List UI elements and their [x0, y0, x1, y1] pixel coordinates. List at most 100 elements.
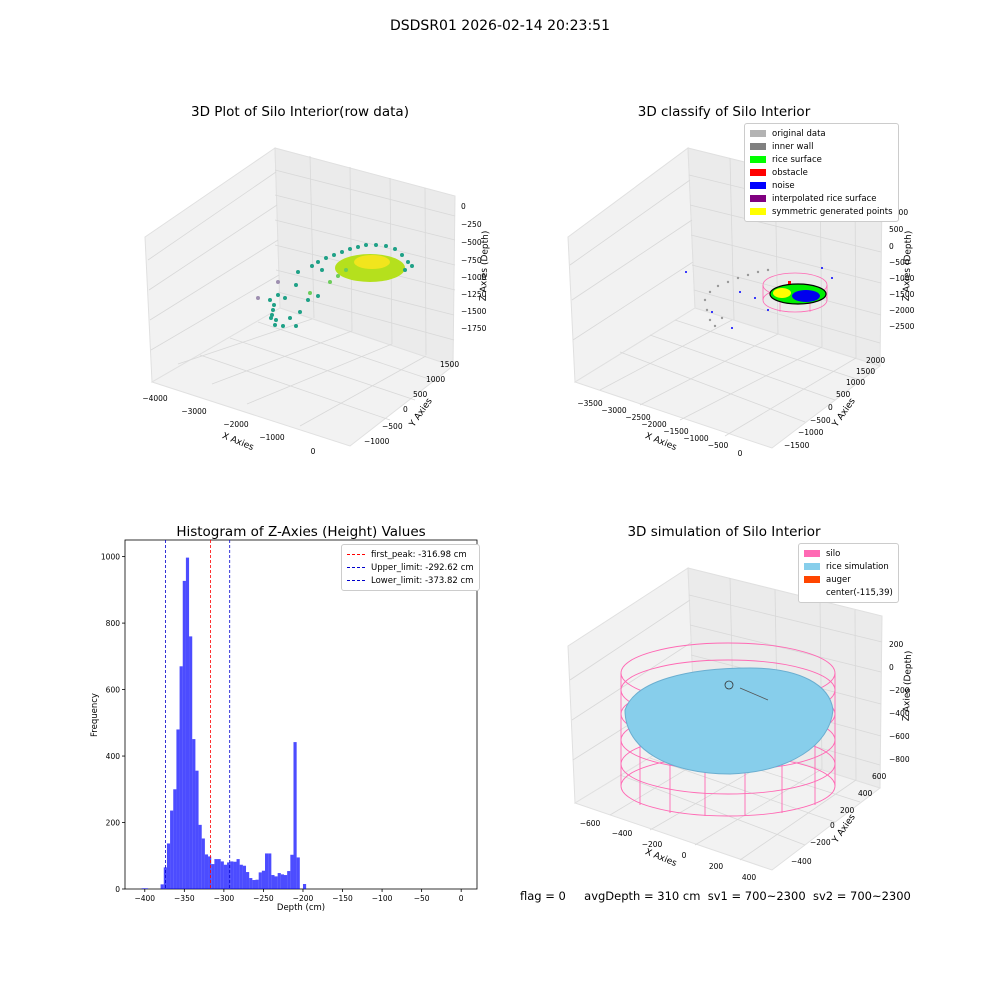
legend-label: rice simulation	[826, 561, 889, 572]
classify-ztick: 1000	[889, 208, 908, 217]
classify-ztick: 0	[889, 242, 894, 251]
simulation-legend-item: auger	[804, 573, 893, 586]
classify-ztick: −500	[889, 258, 910, 267]
simulation-zlabel: Z Axies (Depth)	[902, 651, 914, 722]
simulation-xtick: −600	[580, 819, 601, 828]
histogram-bar	[217, 859, 221, 889]
histogram-bar	[211, 864, 215, 889]
avg-depth-text: avgDepth = 310 cm	[584, 889, 701, 903]
histogram-bar	[220, 861, 224, 889]
histogram-xlabel: Depth (cm)	[277, 903, 325, 913]
histogram-xtick-label: −100	[372, 894, 393, 903]
legend-label: noise	[772, 180, 795, 191]
classify-3d-ticks: −3500 −3000 −2500 −2000 −1500 −1000 −500…	[577, 208, 914, 458]
histogram-bar	[189, 636, 193, 889]
simulation-ztick: 200	[889, 640, 904, 649]
classify-xtick: −2000	[641, 420, 667, 429]
histogram-bar	[201, 838, 205, 889]
legend-line	[347, 567, 365, 568]
raw-zlabel: Z Axies (Depth)	[479, 231, 491, 302]
simulation-ytick: 400	[858, 789, 873, 798]
legend-label: Lower_limit: -373.82 cm	[371, 575, 474, 586]
legend-swatch	[804, 589, 820, 596]
classify-ytick: −500	[810, 416, 831, 425]
histogram-legend-item: first_peak: -316.98 cm	[347, 548, 474, 561]
classify-legend-item: rice surface	[750, 153, 893, 166]
raw-xlabel: X Axies	[220, 431, 255, 453]
simulation-ytick: −200	[810, 838, 831, 847]
histogram-bar	[246, 872, 250, 889]
raw-ytick: 1000	[426, 375, 445, 384]
legend-line	[347, 580, 365, 581]
histogram-bar	[293, 742, 297, 889]
classify-ytick: 1000	[846, 378, 865, 387]
raw-ytick: 0	[403, 405, 408, 414]
histogram-bar	[192, 739, 196, 889]
simulation-ytick: 200	[840, 806, 855, 815]
histogram-bar	[141, 888, 148, 889]
classify-legend: original data inner wall rice surface ob…	[744, 123, 899, 222]
legend-label: center(-115,39)	[826, 587, 893, 598]
raw-3d-plot: −4000 −3000 −2000 −1000 0 −1000 −500 0 5…	[142, 147, 491, 456]
histogram-bar	[208, 856, 212, 889]
histogram-bar	[258, 872, 262, 889]
classify-xtick: −1500	[663, 427, 689, 436]
legend-swatch	[750, 130, 766, 137]
histogram-ytick-label: 1000	[101, 553, 120, 562]
classify-noise-points	[685, 267, 833, 329]
raw-ztick: −250	[461, 220, 482, 229]
simulation-ztick: −400	[889, 709, 910, 718]
histogram-bar	[280, 874, 284, 889]
simulation-rice-surface	[624, 667, 834, 775]
raw-ztick: 0	[461, 202, 466, 211]
raw-surface-peak	[354, 255, 390, 269]
histogram-bar	[214, 859, 218, 889]
histogram-ytick-label: 800	[106, 619, 121, 628]
simulation-3d-plot: −600 −400 −200 0 200 400 −400 −200 0 200…	[567, 567, 914, 882]
raw-ztick: −750	[461, 256, 482, 265]
histogram-bar	[249, 878, 253, 889]
classify-original-points	[703, 268, 770, 328]
raw-ytick: −500	[382, 422, 403, 431]
histogram-xticks: −400 −350 −300 −250 −200 −150 −100 −50 0	[134, 889, 464, 903]
classify-noise-cluster	[792, 290, 820, 302]
classify-xtick: −3500	[577, 399, 603, 408]
legend-swatch	[750, 195, 766, 202]
legend-label: obstacle	[772, 167, 808, 178]
legend-label: inner wall	[772, 141, 814, 152]
legend-label: auger	[826, 574, 851, 585]
histogram-bar	[271, 875, 275, 889]
classify-obstacle	[788, 281, 791, 284]
raw-ztick: −1000	[461, 273, 487, 282]
simulation-auger-marker	[724, 680, 734, 690]
simulation-ytick: 0	[830, 821, 835, 830]
classify-zlabel: Z Axies (Depth)	[902, 231, 914, 302]
histogram-bars	[141, 557, 307, 889]
histogram-bar	[239, 864, 243, 889]
histogram-bar	[230, 861, 234, 889]
classify-xtick: −1000	[683, 434, 709, 443]
classify-legend-item: symmetric generated points	[750, 205, 893, 218]
histogram-bar	[274, 876, 278, 889]
raw-xtick: 0	[311, 447, 316, 456]
raw-3d-panes	[144, 147, 456, 447]
simulation-ytick: −400	[791, 857, 812, 866]
classify-legend-item: original data	[750, 127, 893, 140]
histogram-ylabel: Frequency	[90, 693, 100, 737]
classify-ztick: −2000	[889, 306, 915, 315]
histogram-bar	[166, 843, 171, 889]
histogram-xtick-label: −200	[293, 894, 314, 903]
histogram-bar	[296, 857, 300, 889]
raw-ztick: −1750	[461, 324, 487, 333]
histogram-bar	[227, 862, 231, 889]
sv2-text: sv2 = 700~2300	[812, 889, 911, 903]
classify-ytick: −1000	[798, 428, 824, 437]
legend-swatch	[750, 208, 766, 215]
histogram-bar	[302, 884, 307, 889]
raw-ylabel: Y Axies	[407, 396, 435, 429]
classify-legend-item: interpolated rice surface	[750, 192, 893, 205]
histogram-xtick-label: −350	[174, 894, 195, 903]
histogram-bar	[182, 580, 186, 889]
classify-xtick: −500	[708, 441, 729, 450]
classify-legend-item: obstacle	[750, 166, 893, 179]
